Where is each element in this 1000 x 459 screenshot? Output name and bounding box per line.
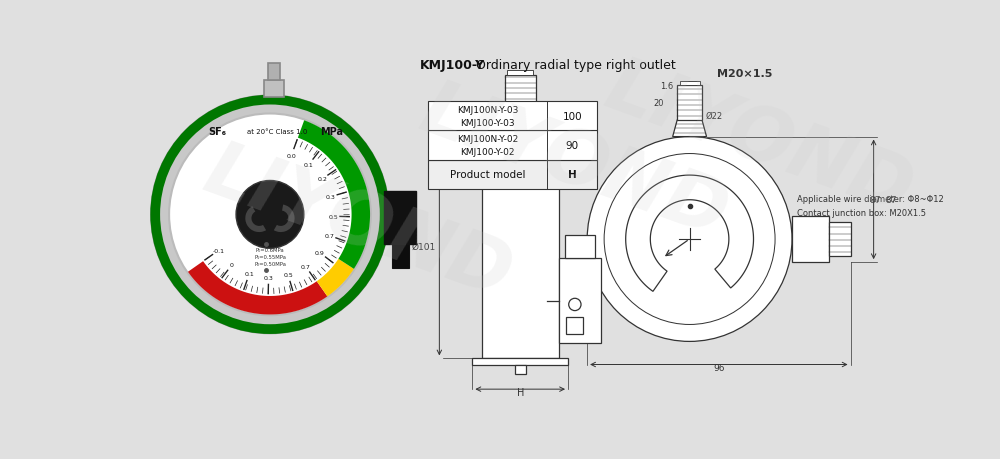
Text: KMJ100-Y-03: KMJ100-Y-03 <box>460 118 515 128</box>
Bar <box>268 63 280 80</box>
Bar <box>472 358 568 365</box>
Text: LIYOND: LIYOND <box>195 134 522 313</box>
Polygon shape <box>673 120 707 137</box>
Bar <box>482 136 559 358</box>
Text: Product model: Product model <box>450 170 525 180</box>
Bar <box>392 244 409 269</box>
Text: Ø22: Ø22 <box>706 112 723 121</box>
Text: 87: 87 <box>870 196 881 204</box>
Bar <box>829 223 851 257</box>
Text: 0.1: 0.1 <box>304 162 314 168</box>
Text: H: H <box>568 170 577 180</box>
Bar <box>428 160 597 190</box>
Circle shape <box>236 181 304 249</box>
Bar <box>428 131 597 160</box>
Bar <box>677 86 702 120</box>
Text: -0.1: -0.1 <box>212 248 224 253</box>
Wedge shape <box>245 207 266 233</box>
Text: LIYOND: LIYOND <box>410 73 738 252</box>
Polygon shape <box>317 259 354 297</box>
Text: 0.3: 0.3 <box>326 195 336 200</box>
Text: KMJ100-Y: KMJ100-Y <box>420 59 485 72</box>
Text: 0.2: 0.2 <box>317 177 327 182</box>
Circle shape <box>169 114 371 315</box>
Bar <box>264 80 284 97</box>
Text: Ordinary radial type right outlet: Ordinary radial type right outlet <box>476 59 675 72</box>
Text: LIYOND: LIYOND <box>595 50 923 229</box>
Text: at 20°C Class 1.0: at 20°C Class 1.0 <box>247 129 308 135</box>
Bar <box>566 317 583 334</box>
Polygon shape <box>626 176 754 292</box>
Bar <box>384 192 416 244</box>
Bar <box>565 235 595 259</box>
Text: 1.6: 1.6 <box>660 82 673 91</box>
Text: MPa: MPa <box>320 127 343 137</box>
Text: 0.9: 0.9 <box>315 251 325 256</box>
Polygon shape <box>188 262 327 315</box>
Bar <box>505 76 536 114</box>
Text: KMJ100-Y-02: KMJ100-Y-02 <box>460 148 515 157</box>
Bar <box>428 102 597 131</box>
Text: 90: 90 <box>566 141 579 151</box>
Wedge shape <box>274 205 295 233</box>
Text: M20×1.5: M20×1.5 <box>717 69 772 79</box>
Text: 0.1: 0.1 <box>244 272 254 277</box>
Bar <box>515 365 526 374</box>
Text: 96: 96 <box>713 364 725 372</box>
Text: SF₆: SF₆ <box>209 127 227 137</box>
Text: 0.7: 0.7 <box>301 264 311 269</box>
Text: 20: 20 <box>653 99 663 108</box>
Circle shape <box>587 137 792 341</box>
Text: 0.5: 0.5 <box>328 214 338 219</box>
Text: 0.5: 0.5 <box>283 273 293 278</box>
Text: 0.7: 0.7 <box>325 234 334 239</box>
Text: Contact junction box: M20X1.5: Contact junction box: M20X1.5 <box>797 208 926 217</box>
Circle shape <box>604 154 775 325</box>
Text: Applicable wire diameter: Φ8~Φ12: Applicable wire diameter: Φ8~Φ12 <box>797 194 944 203</box>
Polygon shape <box>499 114 542 136</box>
Bar <box>507 71 533 76</box>
Text: 0.3: 0.3 <box>264 275 274 280</box>
Bar <box>559 259 601 343</box>
Text: H: H <box>517 387 524 397</box>
Text: KMJ100N-Y-03: KMJ100N-Y-03 <box>457 106 518 115</box>
Text: 100: 100 <box>562 112 582 122</box>
Text: 0.0: 0.0 <box>287 153 296 158</box>
Text: KMJ100N-Y-02: KMJ100N-Y-02 <box>457 135 518 144</box>
Text: 87: 87 <box>885 196 897 204</box>
Text: 0: 0 <box>230 263 234 268</box>
Bar <box>792 217 829 263</box>
Circle shape <box>152 97 388 332</box>
Circle shape <box>569 299 581 311</box>
Polygon shape <box>298 121 370 269</box>
Text: P₀=0.6MPa
P₁=0.55MPa
P₂=0.50MPa: P₀=0.6MPa P₁=0.55MPa P₂=0.50MPa <box>254 248 286 267</box>
Text: Ø101: Ø101 <box>411 243 436 252</box>
Bar <box>680 82 700 86</box>
